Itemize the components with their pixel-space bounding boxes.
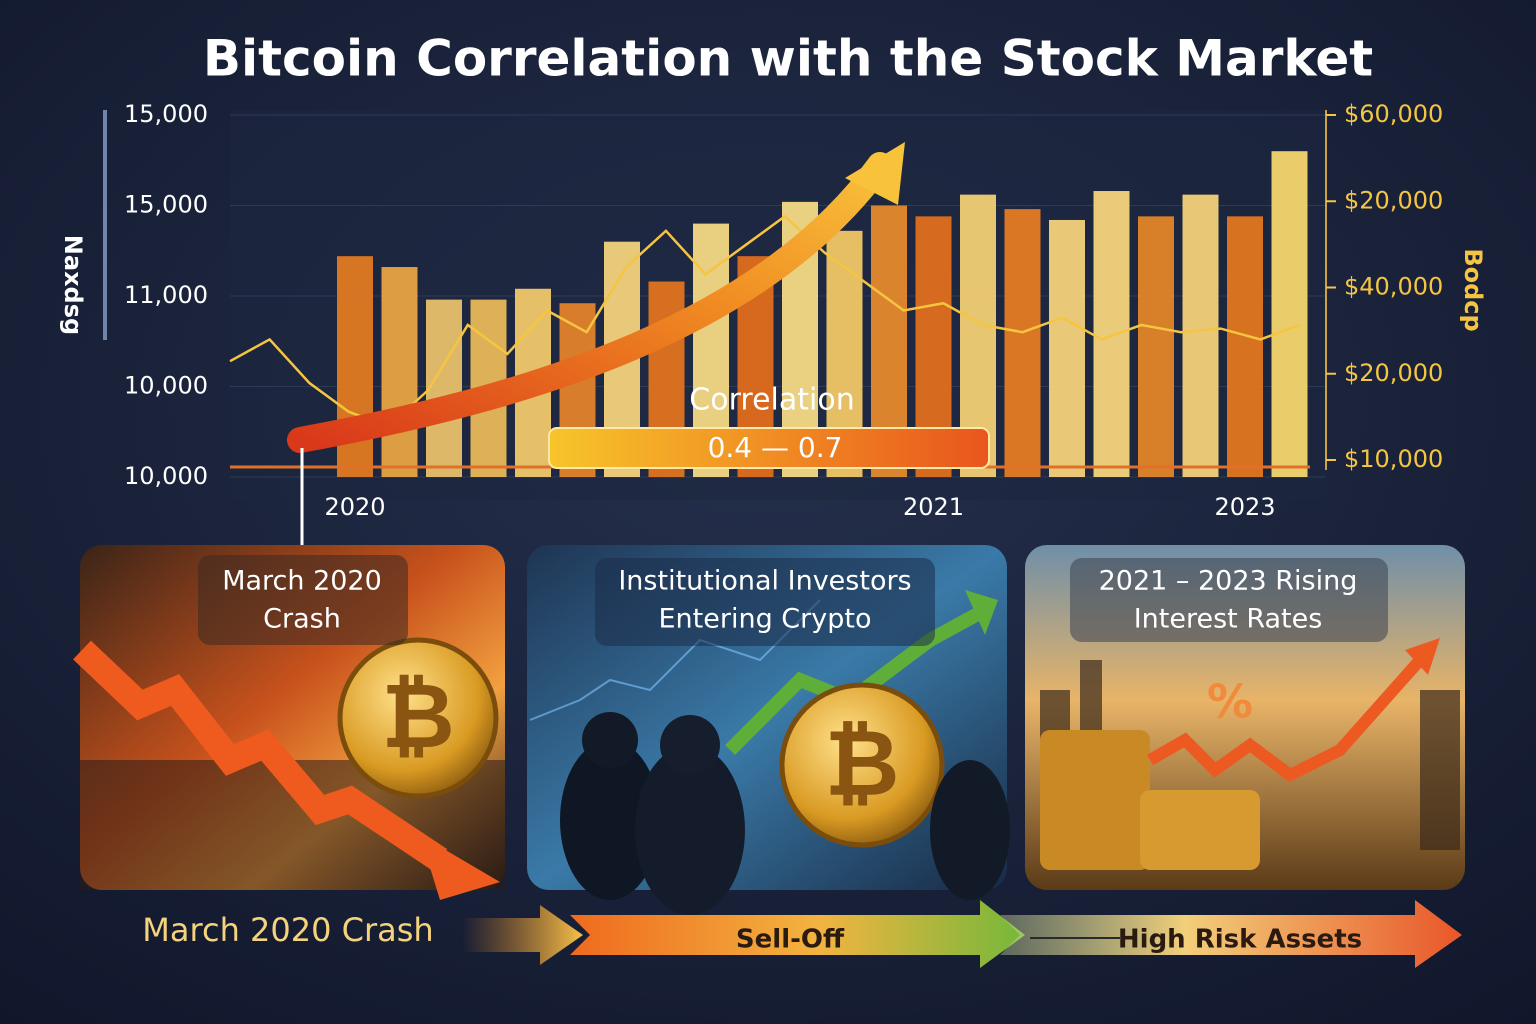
silhouette — [560, 740, 660, 900]
coin-stack — [1140, 790, 1260, 870]
trend-arrow — [287, 152, 893, 453]
bar — [1049, 219, 1085, 478]
panel-title: March 2020 — [222, 566, 382, 597]
panel: % — [1025, 545, 1465, 890]
y-tick-label: 15,000 — [124, 191, 208, 219]
y-tick-label: 10,000 — [124, 372, 208, 400]
arrow-head — [965, 590, 998, 635]
timeline: March 2020 Crash Sell-Off High Risk Asse… — [142, 900, 1462, 968]
y-tick-label: 10,000 — [124, 462, 208, 490]
up-arrow — [1147, 656, 1425, 783]
bar — [1093, 191, 1130, 477]
bar — [1227, 216, 1263, 478]
y2-tick-label: $20,000 — [1344, 186, 1443, 214]
axis-accent — [103, 110, 107, 340]
y2-tick-label: $20,000 — [1344, 359, 1443, 387]
y-tick-label: 15,000 — [124, 100, 208, 128]
coin-stack — [1040, 730, 1150, 870]
bar — [1182, 194, 1219, 477]
silhouette — [930, 760, 1010, 900]
y2-axis-label: Bodcp — [1459, 248, 1487, 331]
panels: ₿ ₿ % — [73, 545, 1465, 915]
silhouette — [635, 745, 745, 915]
annotation-box — [548, 427, 990, 469]
bar — [381, 267, 418, 477]
timeline-label: March 2020 Crash — [142, 911, 433, 949]
y2-tick-label: $60,000 — [1344, 100, 1443, 128]
timeline-arrow — [462, 905, 583, 965]
y-axis-label: Naxdsg — [59, 235, 87, 335]
panel: ₿ — [73, 545, 505, 900]
panel-title-box — [595, 558, 935, 646]
trend-arrow-head — [845, 142, 905, 205]
bitcoin-symbol: ₿ — [825, 709, 900, 816]
down-arrow — [73, 640, 448, 871]
panel-title: Entering Crypto — [659, 604, 872, 635]
building — [1420, 690, 1460, 850]
bitcoin-symbol: ₿ — [381, 664, 454, 769]
bar — [426, 299, 462, 477]
silhouette-head — [660, 715, 720, 775]
bitcoin-coin — [337, 637, 499, 799]
chart-lines — [529, 599, 821, 721]
annotation-value: 0.4 — 0.7 — [708, 431, 843, 464]
panel-title-box — [198, 555, 408, 645]
arrow-head — [420, 835, 500, 900]
bitcoin-coin — [779, 682, 945, 848]
bar — [1138, 216, 1174, 478]
bar — [1004, 209, 1041, 477]
timeline-label: Sell-Off — [736, 925, 845, 955]
x-tick-label: 2020 — [324, 493, 385, 521]
panel-title: Crash — [263, 604, 341, 635]
percent-symbol: % — [1207, 675, 1253, 729]
page-title: Bitcoin Correlation with the Stock Marke… — [203, 30, 1373, 88]
annotation-label: Correlation — [689, 383, 854, 418]
arrow-head — [1405, 638, 1440, 675]
y-tick-label: 11,000 — [124, 281, 208, 309]
bar — [1271, 151, 1308, 477]
silhouette-head — [582, 712, 638, 768]
panel: ₿ — [527, 545, 1010, 915]
panel-title-box — [1070, 558, 1388, 642]
timeline-arrow — [570, 900, 1025, 968]
panel-title: Interest Rates — [1134, 604, 1323, 635]
x-tick-label: 2023 — [1214, 493, 1275, 521]
panel-title: Institutional Investors — [618, 566, 911, 597]
y2-tick-label: $10,000 — [1344, 445, 1443, 473]
y2-tick-label: $40,000 — [1344, 273, 1443, 301]
x-tick-label: 2021 — [903, 493, 964, 521]
chart: Naxdsg Bodcp 15,000 15,000 11,000 10,000 10,… — [59, 100, 1487, 545]
panel-title: 2021 – 2023 Rising — [1099, 566, 1358, 597]
timeline-label: High Risk Assets — [1118, 925, 1362, 955]
timeline-arrow — [1000, 900, 1462, 968]
